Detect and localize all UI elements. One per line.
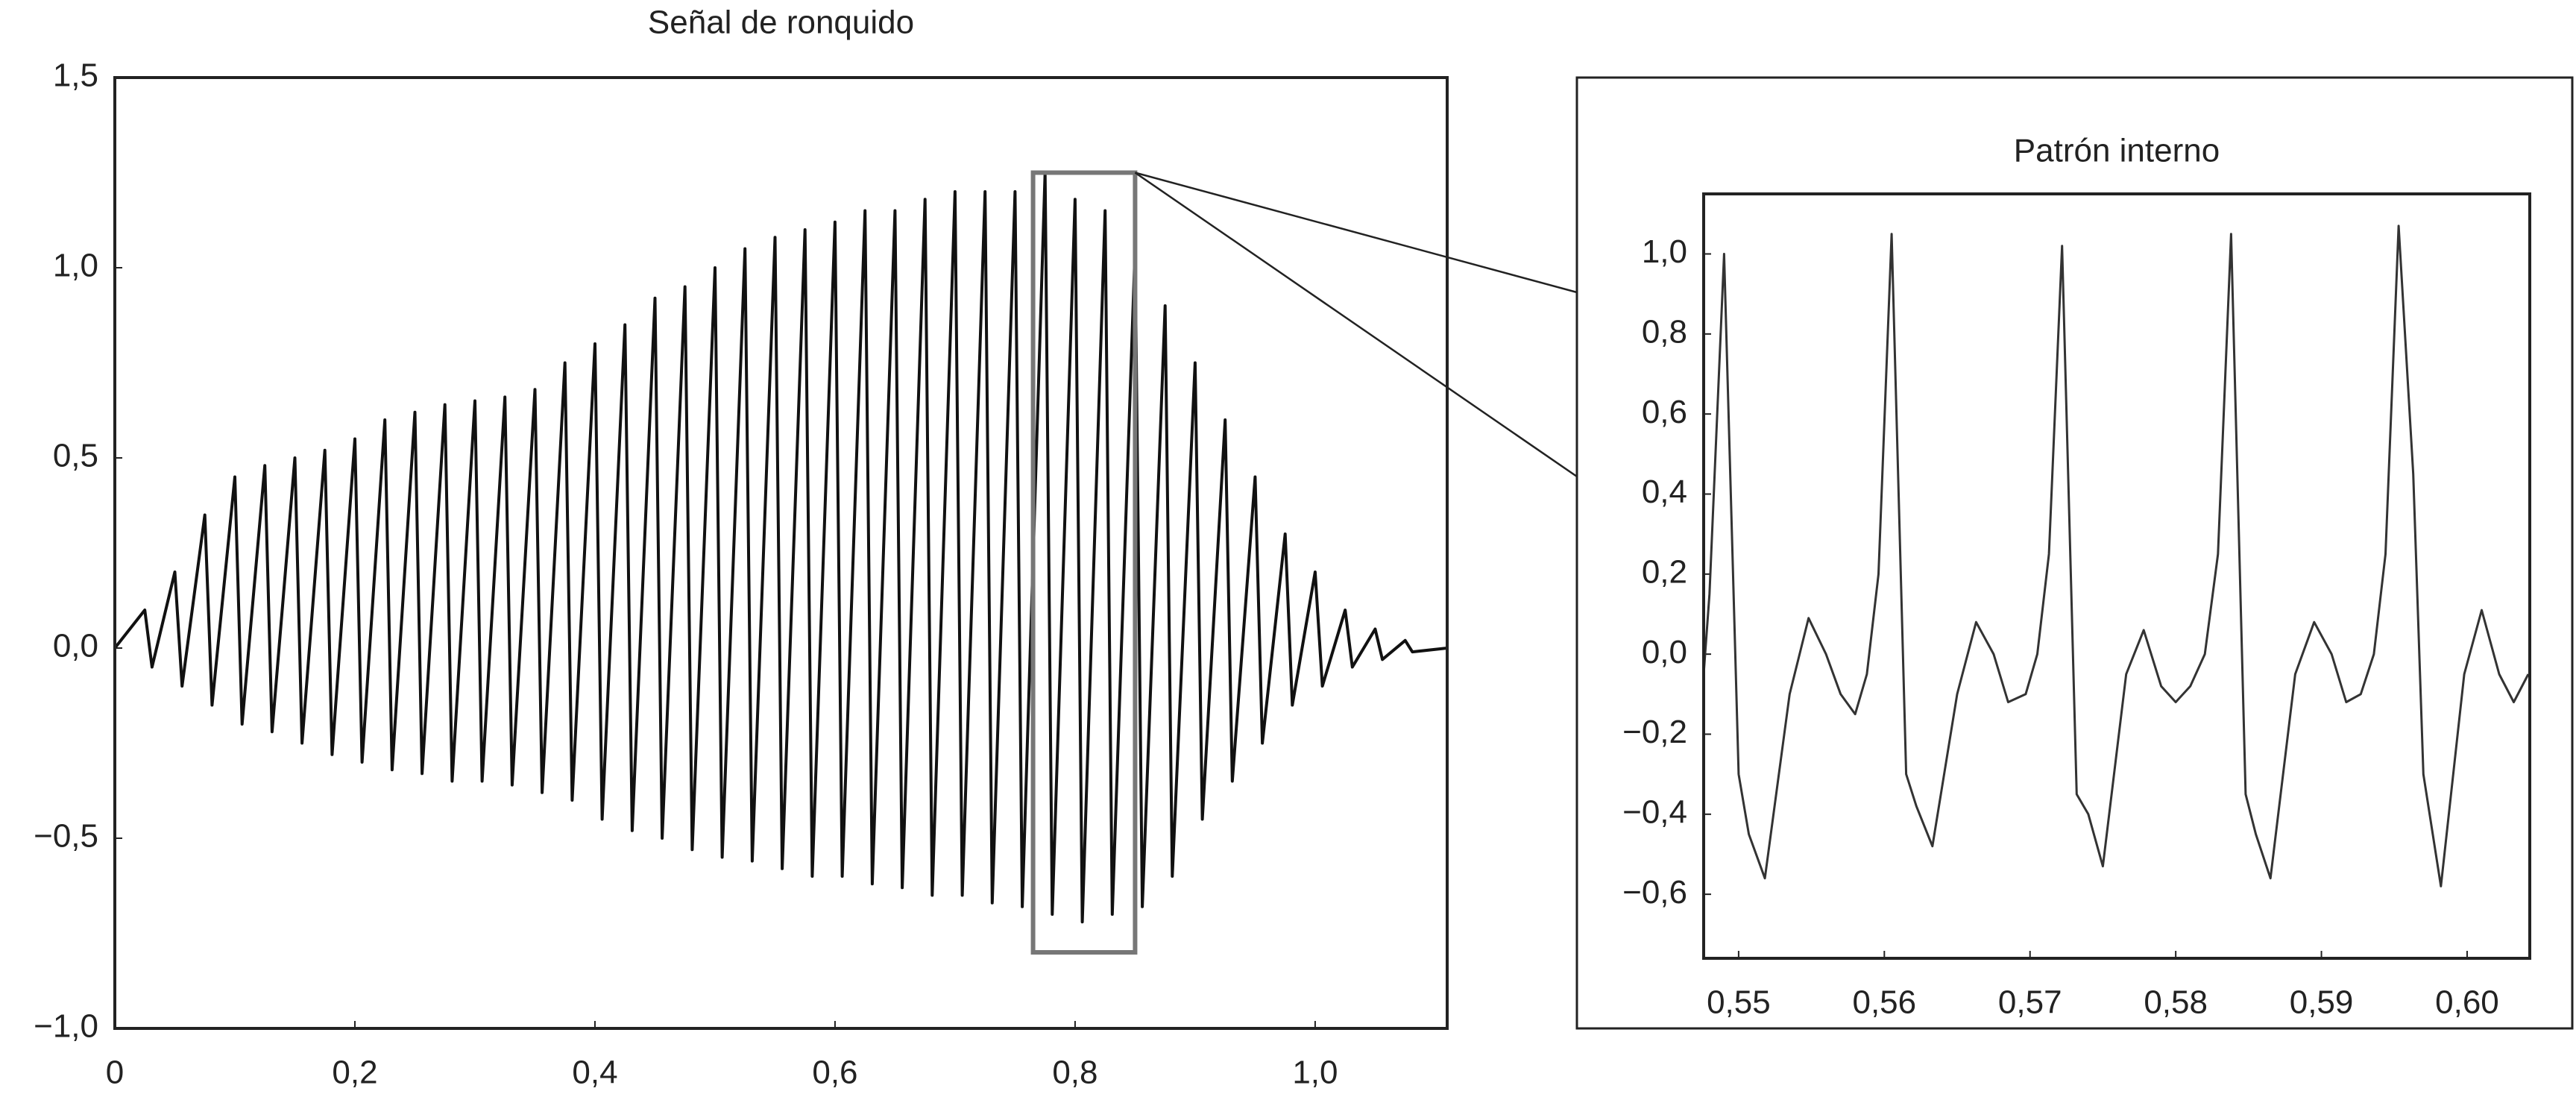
- x-tick-label: 0,2: [332, 1055, 377, 1091]
- y-tick-label: −0,2: [1622, 714, 1687, 750]
- x-tick-label: 0: [106, 1055, 124, 1091]
- x-tick-label: 0,8: [1052, 1055, 1098, 1091]
- y-tick-label: −0,6: [1622, 874, 1687, 911]
- x-tick-label: 0,58: [2144, 984, 2208, 1021]
- y-tick-label: 0,6: [1642, 394, 1687, 430]
- y-tick-label: 1,5: [53, 57, 98, 94]
- y-tick-label: 0,2: [1642, 553, 1687, 590]
- x-tick-label: 0,55: [1707, 984, 1771, 1021]
- x-tick-label: 0,57: [1998, 984, 2062, 1021]
- connector: [1134, 172, 1578, 478]
- x-tick-label: 0,56: [1852, 984, 1916, 1021]
- connector: [1135, 172, 1578, 294]
- zoom-box: [1030, 170, 1138, 955]
- chart-title: Patrón interno: [2014, 133, 2220, 169]
- y-tick-label: −0,4: [1622, 793, 1687, 830]
- y-tick-label: 0,4: [1642, 474, 1687, 510]
- y-tick-label: 0,0: [53, 628, 98, 664]
- signal-line: [1702, 224, 2530, 887]
- signal-line: [113, 171, 1448, 924]
- x-tick-label: 0,6: [812, 1055, 857, 1091]
- chart-title: Señal de ronquido: [648, 4, 914, 41]
- x-tick-label: 0,60: [2435, 984, 2499, 1021]
- plot-frame: [113, 76, 1449, 1030]
- inset-frame: [1575, 76, 2574, 1030]
- x-tick-label: 0,4: [572, 1055, 617, 1091]
- x-tick-label: 0,59: [2290, 984, 2354, 1021]
- y-tick-label: 1,0: [53, 248, 98, 284]
- plot-frame: [1702, 192, 2531, 960]
- y-tick-label: −0,5: [34, 818, 98, 855]
- y-tick-label: −1,0: [34, 1008, 98, 1045]
- y-tick-label: 0,8: [1642, 313, 1687, 350]
- y-tick-label: 0,5: [53, 438, 98, 474]
- y-tick-label: 0,0: [1642, 634, 1687, 670]
- x-tick-label: 1,0: [1292, 1055, 1338, 1091]
- y-tick-label: 1,0: [1642, 233, 1687, 270]
